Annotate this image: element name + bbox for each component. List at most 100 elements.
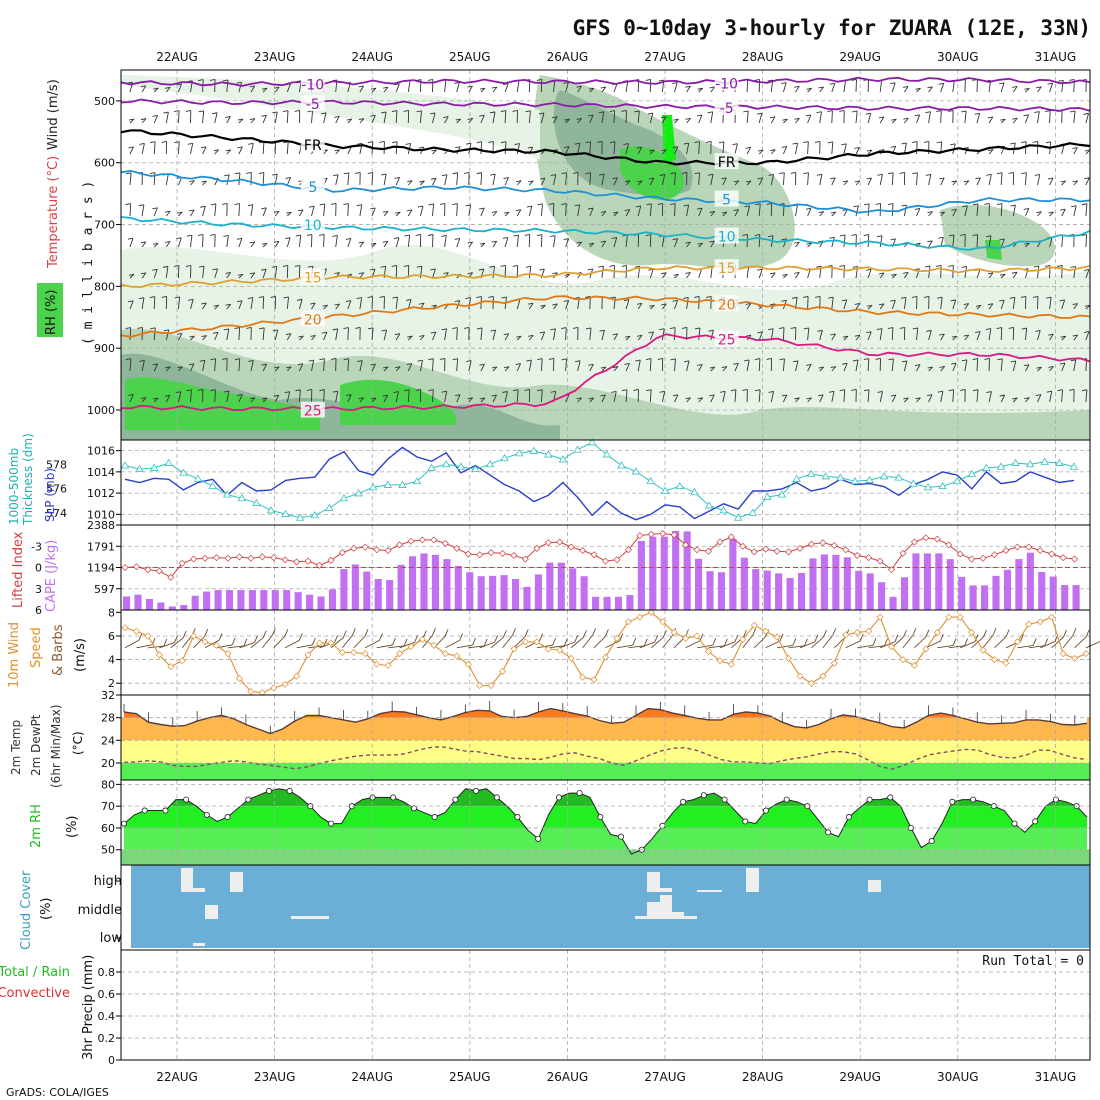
wind-barb-flag	[876, 235, 883, 238]
wind-barb-flag	[986, 173, 992, 176]
wind-barb	[323, 203, 326, 217]
wind-barb	[540, 112, 545, 124]
wind10m-barb	[388, 645, 405, 649]
thickness-point	[164, 458, 173, 466]
wind-barb-flag	[782, 273, 788, 276]
wind-barb-flag	[866, 331, 872, 334]
wind-barb	[383, 241, 389, 248]
wind-barb	[298, 389, 301, 403]
wind-barb-flag	[210, 203, 217, 206]
wind-barb	[758, 113, 763, 124]
wind-barb-flag	[345, 300, 352, 303]
wind-barb-flag	[672, 146, 678, 148]
wind-barb	[807, 172, 809, 186]
axis-tick-label: 60	[101, 822, 115, 835]
wind-barb	[758, 358, 761, 372]
wind-barb-flag	[1009, 296, 1015, 299]
wind-barb-flag	[332, 328, 338, 331]
isotherm-line	[120, 98, 1091, 112]
wind-barb	[1037, 174, 1041, 186]
cape-bar	[294, 592, 302, 610]
wind-barb-flag	[768, 235, 774, 238]
wind-barb	[504, 391, 508, 403]
wind10m-barb-flag	[379, 633, 383, 641]
rh2m-point	[1052, 796, 1059, 803]
wind-barb-flag	[706, 140, 712, 143]
wind-barb	[649, 358, 652, 372]
wind-barb	[589, 397, 595, 403]
li-tick-label: 3	[35, 583, 42, 596]
wind-barb	[589, 364, 594, 372]
wind-barb-flag	[911, 296, 918, 298]
wind-barb-flag	[286, 366, 292, 369]
wind-barb-flag	[356, 297, 362, 300]
wind10m-point	[990, 656, 998, 664]
cape-bar	[649, 536, 657, 610]
wind10m-barb	[628, 645, 645, 649]
wind-barb	[262, 327, 265, 341]
wind-barb-flag	[830, 333, 836, 336]
wind-barb-flag	[1021, 327, 1027, 330]
lifted-index-point	[785, 548, 793, 556]
wind-barb-flag	[150, 327, 156, 330]
wind10m-barb-flag	[254, 635, 258, 643]
wind-barb-flag	[503, 366, 510, 369]
wind-barb-flag	[818, 240, 824, 243]
wind-barb-flag	[452, 358, 458, 361]
wind-barb-flag	[745, 334, 752, 337]
wind-barb-flag	[696, 207, 703, 210]
wind-barb-flag	[996, 172, 1003, 175]
wind-barb-flag	[465, 204, 471, 207]
wind-barb	[928, 394, 933, 403]
wind-barb-flag	[491, 86, 497, 89]
wind-barb	[311, 206, 315, 217]
wind-barb	[177, 177, 183, 186]
wind-barb-flag	[792, 296, 798, 299]
wind-barb	[468, 118, 474, 124]
lifted-index-point	[716, 538, 724, 546]
wind-barb	[565, 394, 570, 403]
wind10m-barb	[879, 641, 896, 649]
cape-bar	[981, 585, 989, 610]
lifted-index-point	[762, 545, 770, 553]
wind-barb	[565, 118, 570, 124]
wind10m-point	[487, 682, 495, 690]
wind-barb	[395, 237, 400, 248]
wind-barb	[250, 204, 254, 217]
top-date-label: 29AUG	[839, 50, 881, 64]
cape-bar	[935, 553, 943, 610]
wind-barb-flag	[138, 204, 145, 207]
wind-barb-flag	[430, 331, 436, 334]
wind-barb-flag	[430, 268, 436, 271]
cape-bar	[546, 562, 554, 610]
wind-barb-flag	[890, 238, 896, 241]
wind-barb	[746, 266, 750, 279]
wind-barb-flag	[1000, 118, 1006, 121]
wind-barb	[347, 327, 349, 341]
wind-barb-flag	[153, 87, 159, 90]
wind-barb-flag	[875, 357, 881, 360]
lifted-index-point	[659, 530, 667, 537]
lifted-index-point	[407, 537, 415, 545]
wind-barb-flag	[891, 118, 897, 121]
wind-barb-flag	[754, 234, 760, 236]
cloud-block-high-3	[230, 872, 243, 892]
wind-barb-flag	[273, 394, 279, 397]
wind-barb	[407, 335, 413, 341]
lifted-index-point	[499, 549, 507, 557]
wind-barb-flag	[623, 299, 629, 302]
cape-bar	[306, 594, 314, 610]
wind-barb-flag	[706, 296, 712, 298]
wind-barb-flag	[261, 114, 267, 117]
wind10m-point	[968, 628, 976, 636]
thickness-point	[296, 513, 305, 521]
wind-barb-flag	[236, 237, 243, 240]
wind-barb	[190, 363, 195, 372]
thickness-point	[836, 473, 845, 481]
wind-barb	[940, 110, 942, 124]
wind-barb-flag	[284, 391, 290, 394]
wind-barb	[516, 80, 520, 93]
rh2m-label: 2m RH	[29, 804, 44, 848]
wind10m-point	[773, 633, 781, 641]
wind-barb	[528, 205, 533, 217]
